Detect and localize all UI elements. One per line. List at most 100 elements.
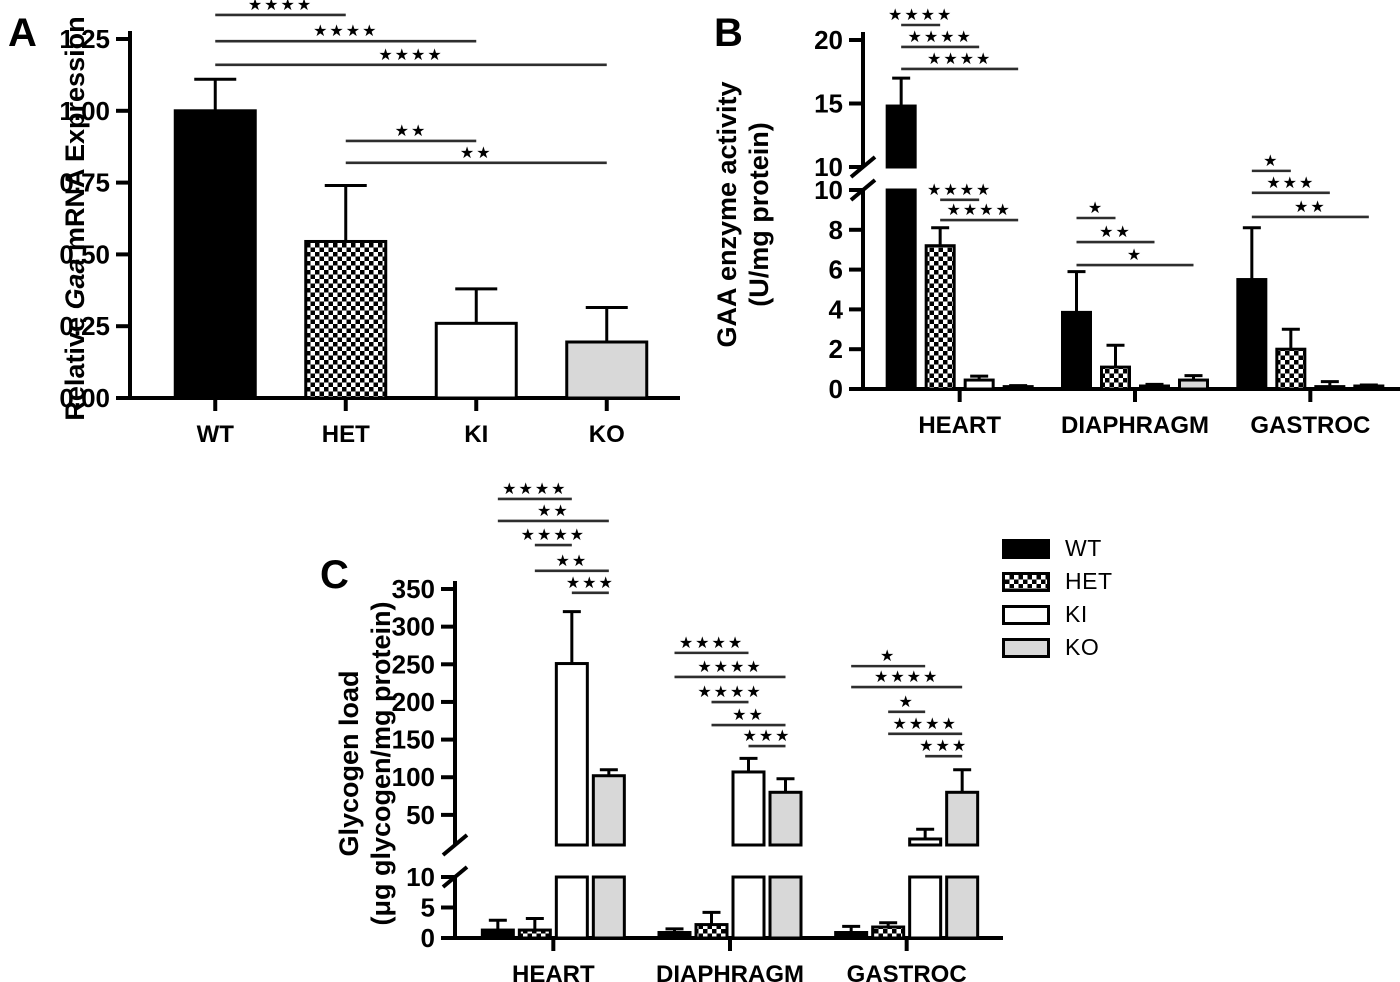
y-tick-label: 20 bbox=[814, 25, 843, 55]
legend-swatch-ki bbox=[1002, 604, 1050, 625]
svg-text:★★★: ★★★ bbox=[1266, 175, 1315, 192]
bar-wt-wt bbox=[173, 109, 257, 400]
bar-wt-diaphragm bbox=[1061, 310, 1092, 391]
error-bar-het-diaphragm bbox=[702, 910, 721, 925]
error-bar-het-heart bbox=[525, 916, 544, 931]
legend-swatch-ko bbox=[1002, 637, 1050, 658]
significance-marker: ★★★★ bbox=[927, 182, 992, 202]
error-bar-wt-diaphragm bbox=[665, 927, 684, 933]
bar-ko-gastroc bbox=[945, 875, 980, 940]
svg-text:★★: ★★ bbox=[460, 145, 493, 162]
y-tick-label: 50 bbox=[406, 800, 435, 830]
significance-marker: ★★ bbox=[1251, 199, 1369, 219]
svg-text:★★★: ★★★ bbox=[742, 728, 791, 745]
significance-marker: ★★ bbox=[1076, 224, 1155, 244]
error-bar-wt-heart bbox=[488, 918, 507, 931]
y-tick-label: 0.00 bbox=[59, 383, 110, 413]
y-tick-label: 15 bbox=[814, 89, 843, 119]
significance-marker: ★★★★ bbox=[901, 29, 980, 49]
x-category-label: DIAPHRAGM bbox=[1061, 412, 1209, 439]
x-category-label: DIAPHRAGM bbox=[656, 961, 804, 982]
svg-text:★★★★: ★★★★ bbox=[946, 202, 1011, 219]
y-tick-label: 5 bbox=[421, 893, 435, 923]
svg-text:★★★★: ★★★★ bbox=[248, 0, 313, 14]
y-tick-label: 6 bbox=[829, 255, 843, 285]
bar-wt-heart bbox=[480, 928, 515, 940]
significance-marker: ★★★★ bbox=[674, 659, 786, 679]
svg-text:★★: ★★ bbox=[555, 553, 588, 570]
x-category-label: GASTROC bbox=[847, 961, 967, 982]
svg-text:★★: ★★ bbox=[1294, 199, 1327, 216]
y-axis-title: GAA enzyme activity bbox=[712, 81, 742, 347]
bar-ki-diaphragm bbox=[731, 770, 766, 847]
svg-text:★★: ★★ bbox=[537, 503, 570, 520]
svg-text:★★★★: ★★★★ bbox=[313, 23, 378, 40]
svg-text:★★★★: ★★★★ bbox=[927, 182, 992, 199]
y-tick-label: 0 bbox=[421, 923, 435, 953]
error-bar-ko-gastroc bbox=[1359, 383, 1378, 387]
svg-text:★★: ★★ bbox=[732, 707, 765, 724]
bar-ko-heart bbox=[591, 875, 626, 940]
legend-label-ko: KO bbox=[1065, 634, 1100, 660]
significance-marker: ★★★★ bbox=[901, 51, 1019, 71]
svg-text:★: ★ bbox=[898, 694, 914, 711]
error-bar-het-gastroc bbox=[1281, 327, 1300, 350]
bar-ko-heart bbox=[591, 774, 626, 847]
svg-text:★★: ★★ bbox=[395, 123, 428, 140]
bar-het-diaphragm bbox=[1100, 365, 1131, 391]
bar-ki-ki bbox=[434, 321, 518, 400]
panel-A-label: A bbox=[8, 11, 37, 55]
significance-marker: ★★★★ bbox=[215, 47, 607, 67]
y-tick-label: 2 bbox=[829, 334, 843, 364]
y-tick-label: 0.75 bbox=[59, 168, 110, 198]
bar-ki-gastroc bbox=[908, 837, 943, 847]
error-bar-wt-gastroc bbox=[1242, 226, 1261, 280]
bar-wt-heart bbox=[885, 188, 917, 391]
bar-ki-heart bbox=[554, 662, 589, 847]
error-bar-ko-ko bbox=[585, 306, 628, 342]
legend-item-ko: KO bbox=[1002, 634, 1113, 660]
error-bar-het-gastroc bbox=[879, 921, 898, 928]
legend: WT HET KI KO bbox=[1002, 535, 1113, 660]
legend-item-het: HET bbox=[1002, 568, 1113, 594]
bar-ki-diaphragm bbox=[1139, 384, 1170, 391]
y-tick-label: 300 bbox=[392, 612, 435, 642]
y-axis-title: (μg glycogen/mg protein) bbox=[366, 601, 396, 925]
bar-ki-diaphragm bbox=[731, 875, 766, 940]
y-axis-title: (U/mg protein) bbox=[744, 122, 774, 306]
svg-text:★★★★: ★★★★ bbox=[927, 51, 992, 68]
error-bar-wt-heart bbox=[892, 76, 911, 107]
bar-wt-gastroc bbox=[1236, 278, 1268, 391]
svg-text:★: ★ bbox=[1263, 153, 1279, 170]
x-category-label: HEART bbox=[918, 412, 1001, 439]
y-axis-title: Relative Gaa mRNA Expression bbox=[60, 16, 90, 420]
significance-marker: ★★ bbox=[345, 145, 607, 165]
legend-swatch-het bbox=[1002, 571, 1050, 592]
y-axis-title: Glycogen load bbox=[334, 670, 364, 856]
significance-marker: ★★★ bbox=[566, 575, 613, 595]
significance-marker: ★★★★ bbox=[940, 202, 1019, 222]
x-category-label: KO bbox=[589, 421, 625, 448]
legend-item-ki: KI bbox=[1002, 601, 1113, 627]
significance-marker: ★ bbox=[1076, 247, 1194, 267]
bar-het-gastroc bbox=[871, 925, 906, 940]
panel-B-label: B bbox=[714, 11, 743, 55]
svg-text:★★★★: ★★★★ bbox=[697, 659, 762, 676]
legend-label-het: HET bbox=[1065, 568, 1113, 594]
bar-ko-diaphragm bbox=[768, 875, 803, 940]
bar-wt-gastroc bbox=[834, 931, 869, 940]
y-tick-label: 1.25 bbox=[59, 24, 110, 54]
y-tick-label: 0.50 bbox=[59, 239, 110, 269]
significance-marker: ★★★★ bbox=[674, 635, 749, 655]
svg-text:★★★★: ★★★★ bbox=[907, 29, 972, 46]
svg-text:★★★★: ★★★★ bbox=[521, 527, 586, 544]
bar-het-heart bbox=[517, 928, 552, 940]
y-tick-label: 4 bbox=[829, 294, 844, 324]
panel-B-chart: B GAA enzyme activity (U/mg protein) 0 2 4 6 8 1… bbox=[712, 7, 1400, 439]
legend-label-wt: WT bbox=[1065, 535, 1102, 561]
y-tick-label: 0 bbox=[829, 374, 843, 404]
significance-marker: ★★★ bbox=[1251, 175, 1330, 195]
bar-ki-heart bbox=[554, 875, 589, 940]
error-bar-het-diaphragm bbox=[1106, 343, 1125, 368]
